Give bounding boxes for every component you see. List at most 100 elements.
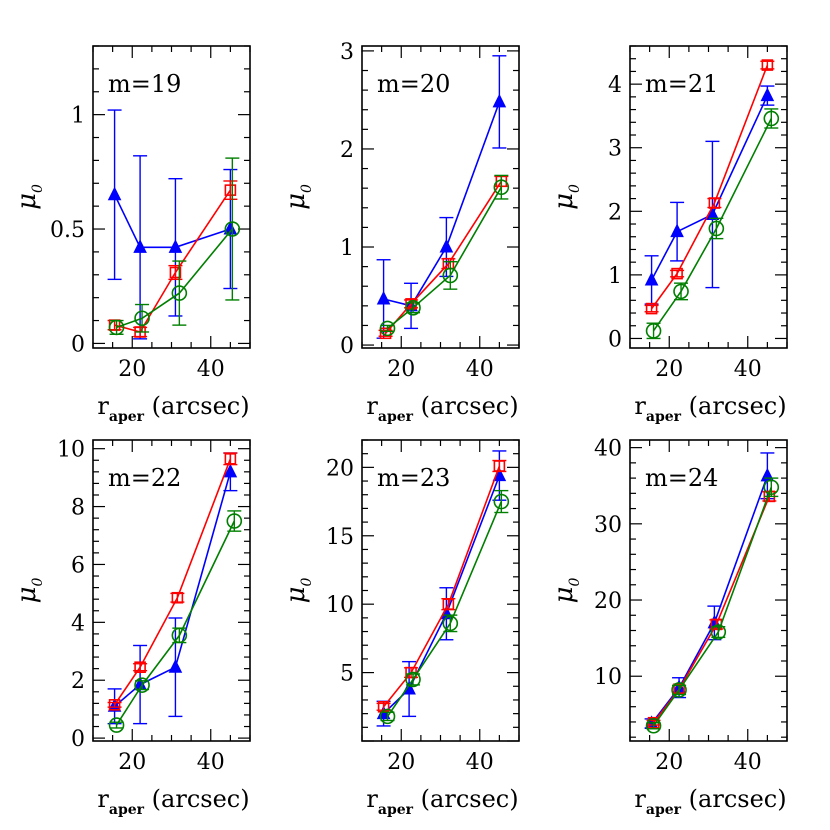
- x-axis-label-main: r: [97, 785, 109, 813]
- panel-5: 20 40 10 20 30 40 m=24 raper (arcsec) μ0: [549, 437, 788, 818]
- x-axis-label-sub: aper: [378, 409, 414, 425]
- x-tick-label: 40: [197, 750, 225, 775]
- y-axis-label: μ0: [12, 578, 46, 604]
- series-line: [386, 186, 502, 330]
- panel-label: m=24: [645, 464, 718, 492]
- y-tick-label: 1: [340, 236, 354, 261]
- panel-label: m=23: [377, 464, 450, 492]
- y-tick-label: 0: [340, 334, 354, 359]
- x-axis-label-unit: (arcsec): [144, 785, 250, 813]
- x-tick-label: 20: [387, 750, 415, 775]
- x-axis-label-unit: (arcsec): [681, 392, 787, 420]
- y-tick-label: 2: [71, 669, 85, 694]
- series: [376, 450, 507, 727]
- square-point: [761, 59, 774, 71]
- series: [376, 459, 507, 713]
- circle-point: [134, 310, 150, 327]
- series-line: [652, 496, 771, 724]
- series-line: [113, 194, 231, 249]
- x-axis-label-unit: (arcsec): [144, 392, 250, 420]
- series-line: [386, 501, 503, 717]
- series: [107, 452, 238, 711]
- y-tick-label: 3: [340, 40, 354, 65]
- square-point: [224, 184, 237, 196]
- series: [644, 85, 775, 305]
- y-tick-label: 10: [594, 665, 622, 690]
- circle-point: [108, 717, 125, 733]
- y-tick-label: 0: [71, 332, 85, 357]
- y-tick-label: 0.5: [50, 218, 85, 243]
- y-axis-label-main: μ: [281, 193, 311, 210]
- x-tick-label: 40: [197, 357, 225, 382]
- x-tick-label: 40: [734, 750, 762, 775]
- x-axis-label-main: r: [634, 392, 646, 420]
- circle-point: [671, 682, 687, 698]
- x-axis-label-main: r: [634, 785, 646, 813]
- series-line: [652, 118, 773, 332]
- x-tick-label: 20: [118, 357, 146, 382]
- x-axis-label: raper (arcsec): [97, 785, 249, 818]
- y-axis-label-sub: 0: [567, 184, 583, 193]
- x-axis-label: raper (arcsec): [634, 392, 786, 425]
- y-axis-label: μ0: [281, 578, 315, 604]
- circle-point: [645, 323, 662, 339]
- panel-label: m=21: [645, 70, 718, 98]
- y-tick-label: 0: [71, 727, 85, 752]
- triangle-point: [492, 93, 507, 108]
- y-tick-label: 2: [608, 200, 622, 225]
- series: [108, 510, 243, 733]
- x-axis-label-main: r: [366, 785, 378, 813]
- y-axis-label-main: μ: [281, 587, 311, 604]
- series-line: [114, 189, 232, 333]
- y-tick-label: 1: [608, 264, 622, 289]
- x-tick-label: 20: [655, 750, 683, 775]
- y-tick-label: 1: [71, 104, 85, 129]
- circle-point: [645, 717, 662, 734]
- series-line: [113, 458, 232, 706]
- x-axis-label-sub: aper: [646, 802, 682, 818]
- x-axis-label-unit: (arcsec): [413, 785, 519, 813]
- triangle-point: [376, 290, 391, 305]
- y-axis-label: μ0: [281, 184, 315, 210]
- y-tick-label: 20: [326, 456, 354, 481]
- y-tick-label: 8: [71, 496, 85, 521]
- x-axis-label-sub: aper: [646, 409, 682, 425]
- y-axis-label-sub: 0: [30, 578, 46, 587]
- triangle-point: [223, 463, 238, 478]
- square-point: [171, 591, 184, 604]
- y-axis-label-main: μ: [12, 193, 42, 210]
- series: [379, 489, 510, 725]
- circle-point: [171, 627, 188, 644]
- circle-point: [379, 320, 396, 337]
- series: [379, 174, 510, 337]
- circle-point: [379, 708, 396, 725]
- series: [378, 175, 509, 340]
- series-line: [116, 228, 233, 329]
- circle-point: [710, 624, 727, 640]
- series: [376, 55, 507, 339]
- circle-point: [442, 615, 459, 632]
- x-axis-label-main: r: [366, 392, 378, 420]
- circle-point: [763, 479, 780, 496]
- square-point: [108, 699, 121, 711]
- series-line: [652, 486, 773, 727]
- triangle-point: [168, 239, 183, 253]
- y-axis-label-sub: 0: [30, 184, 46, 193]
- y-tick-label: 5: [340, 662, 354, 687]
- series-line: [383, 475, 501, 715]
- panel-label: m=22: [108, 464, 181, 492]
- y-tick-label: 10: [326, 593, 354, 618]
- x-axis-label-sub: aper: [109, 409, 145, 425]
- panel-4: 20 40 5 10 15 20 m=23 raper (arcsec) μ0: [281, 439, 520, 818]
- y-tick-label: 0: [608, 327, 622, 352]
- square-point: [493, 460, 506, 472]
- x-axis-label-unit: (arcsec): [681, 785, 787, 813]
- y-axis-label-sub: 0: [299, 184, 315, 193]
- x-tick-label: 40: [466, 357, 494, 382]
- y-tick-label: 40: [594, 437, 622, 462]
- square-point: [671, 267, 683, 280]
- series-line: [383, 101, 501, 307]
